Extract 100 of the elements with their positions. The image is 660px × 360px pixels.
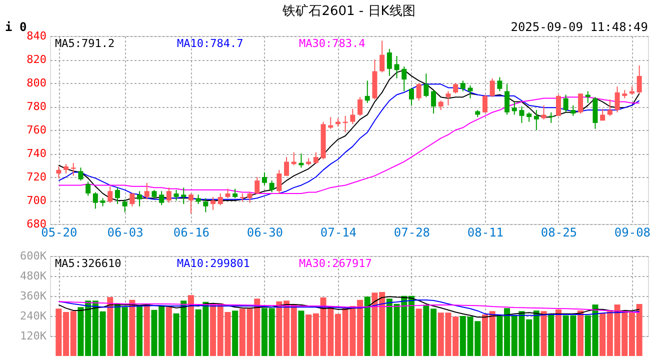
candlestick <box>218 192 223 206</box>
candlestick <box>636 64 642 94</box>
bar <box>416 308 422 356</box>
y-tick-label: 820 <box>26 53 46 66</box>
candlestick <box>519 106 524 124</box>
candlestick <box>64 164 69 174</box>
candlestick <box>188 192 194 214</box>
candlestick <box>468 84 473 99</box>
candlestick <box>137 190 142 207</box>
candlestick <box>402 66 407 92</box>
candlestick <box>122 198 128 213</box>
bar <box>129 300 136 356</box>
y-tick-label: 740 <box>26 147 46 160</box>
candlestick <box>446 90 451 106</box>
candlestick <box>460 80 466 92</box>
candlestick <box>276 169 282 194</box>
candlestick <box>408 87 414 106</box>
candlestick <box>291 152 296 166</box>
x-tick-label: 06-03 <box>107 226 144 240</box>
candlestick <box>380 40 385 73</box>
y-tick-label: 360K <box>20 290 47 302</box>
candlestick <box>614 86 620 113</box>
candlestick <box>56 166 62 179</box>
bar <box>578 310 584 356</box>
text: MA10:299801 <box>177 257 250 270</box>
y-tick-label: 800 <box>26 76 46 90</box>
candlestick <box>526 112 532 122</box>
bar <box>364 296 370 356</box>
bar <box>136 306 143 356</box>
candlestick <box>416 82 422 102</box>
candlestick <box>364 80 370 104</box>
bar <box>298 310 304 356</box>
bar <box>555 310 562 356</box>
line-series <box>58 301 640 313</box>
candlestick <box>512 101 517 116</box>
x-tick-label: 07-14 <box>320 226 357 240</box>
candlestick <box>86 181 91 196</box>
candlestick <box>159 190 164 206</box>
candlestick <box>490 78 495 98</box>
candlestick <box>166 187 172 204</box>
candlestick <box>210 196 216 210</box>
candlestick <box>225 188 230 199</box>
candlestick <box>497 76 502 92</box>
candlestick <box>70 162 76 176</box>
x-tick-label: 09-08 <box>614 226 651 240</box>
y-tick-label: 700 <box>26 194 46 207</box>
candlestick <box>431 90 436 114</box>
text: i 0 <box>5 20 27 34</box>
bar <box>232 310 238 356</box>
candlestick <box>130 192 135 207</box>
bar <box>540 311 547 356</box>
candlestick <box>232 188 238 199</box>
candlestick <box>114 187 120 205</box>
line-series <box>58 296 640 318</box>
y-tick-label: 120K <box>20 330 47 342</box>
bar <box>188 295 194 356</box>
candlestick <box>394 55 400 79</box>
y-tick-label: 760 <box>26 124 46 136</box>
candlestick <box>144 182 150 200</box>
text: MA30:267917 <box>299 257 372 270</box>
candlestick <box>284 156 290 176</box>
line-series <box>58 300 640 316</box>
text: 2025-09-09 11:48:49 <box>510 20 648 34</box>
candlestick <box>504 84 510 116</box>
candlestick <box>313 152 318 165</box>
candlestick <box>254 176 260 194</box>
candlestick <box>534 110 539 130</box>
bar <box>107 297 114 356</box>
bar <box>144 304 150 356</box>
x-tick-label: 06-30 <box>246 226 284 240</box>
bar <box>548 314 554 356</box>
text: MA5:326610 <box>55 257 122 270</box>
y-tick-label: 780 <box>26 100 46 113</box>
candlestick <box>563 94 568 113</box>
y-tick-label: 240K <box>20 310 47 322</box>
candlestick <box>92 192 98 210</box>
candlestick <box>262 172 267 186</box>
candlestick <box>174 189 179 201</box>
candlestick <box>108 186 113 204</box>
x-tick-label: 08-11 <box>467 226 504 240</box>
candlestick <box>203 198 208 213</box>
candlestick <box>350 108 356 125</box>
candlestick <box>607 98 612 116</box>
candlestick <box>181 187 186 205</box>
candlestick <box>556 94 561 116</box>
x-tick-label: 07-28 <box>394 226 430 240</box>
candlestick <box>269 180 274 193</box>
candlestick <box>453 82 458 94</box>
candlestick <box>78 167 84 182</box>
y-tick-label: 480K <box>20 270 47 282</box>
candlestick <box>482 94 488 113</box>
candlestick <box>578 93 584 114</box>
y-tick-label: 720 <box>26 170 46 184</box>
candlestick <box>298 153 304 168</box>
candlestick <box>570 104 576 116</box>
candlestick <box>438 100 444 111</box>
x-tick-label: 06-16 <box>173 226 210 240</box>
text: MA5:791.2 <box>55 37 115 50</box>
text: MA30:783.4 <box>299 37 366 50</box>
candlestick <box>358 96 363 116</box>
